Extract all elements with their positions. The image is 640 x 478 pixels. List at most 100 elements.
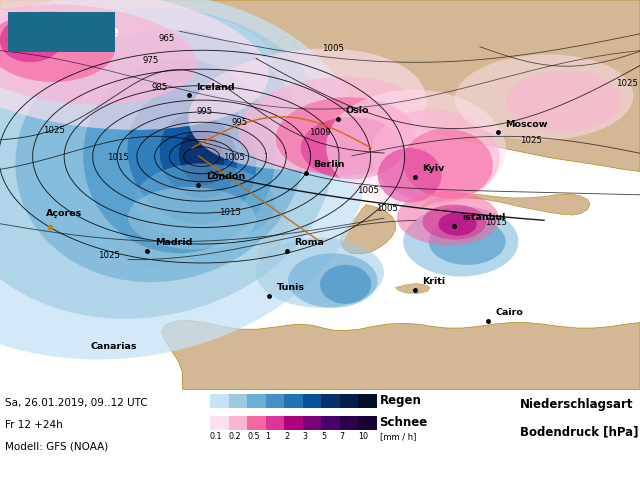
Text: Regen: Regen: [380, 394, 421, 407]
Ellipse shape: [0, 11, 115, 82]
Text: 0.2: 0.2: [228, 432, 241, 441]
Bar: [358, 416, 376, 430]
Ellipse shape: [179, 130, 224, 185]
Ellipse shape: [256, 238, 384, 308]
Bar: [284, 416, 303, 430]
Bar: [339, 416, 358, 430]
Text: 1009: 1009: [309, 128, 331, 137]
Bar: [247, 393, 266, 408]
Ellipse shape: [188, 49, 426, 170]
Bar: [284, 393, 303, 408]
Ellipse shape: [378, 148, 442, 203]
Text: Tunis: Tunis: [276, 283, 305, 292]
Bar: [303, 393, 321, 408]
Ellipse shape: [0, 16, 64, 62]
Text: 1025: 1025: [98, 250, 120, 260]
Ellipse shape: [0, 0, 268, 130]
Text: Iceland: Iceland: [196, 83, 235, 92]
Bar: [321, 393, 339, 408]
Text: Berlin: Berlin: [314, 161, 345, 170]
Polygon shape: [159, 62, 204, 79]
Text: Cairo: Cairo: [495, 308, 524, 317]
Ellipse shape: [15, 30, 305, 282]
Ellipse shape: [438, 212, 477, 236]
Ellipse shape: [301, 117, 403, 179]
Bar: [247, 416, 266, 430]
Ellipse shape: [506, 70, 621, 132]
Text: 1005: 1005: [376, 204, 398, 213]
Text: 1005: 1005: [357, 186, 379, 196]
Ellipse shape: [429, 218, 506, 265]
Text: 1025: 1025: [44, 126, 65, 135]
Text: 965: 965: [158, 34, 175, 43]
Text: 975: 975: [142, 56, 159, 65]
Text: 0.5: 0.5: [247, 432, 260, 441]
FancyBboxPatch shape: [0, 9, 124, 55]
Ellipse shape: [0, 9, 334, 319]
Ellipse shape: [403, 129, 493, 199]
Text: [mm / h]: [mm / h]: [380, 432, 416, 441]
Ellipse shape: [127, 88, 257, 224]
Text: Bodendruck [hPa]: Bodendruck [hPa]: [520, 426, 639, 439]
Text: 1025: 1025: [520, 136, 542, 145]
Text: Açores: Açores: [46, 209, 83, 218]
Text: London: London: [206, 172, 245, 181]
Bar: [303, 416, 321, 430]
Ellipse shape: [454, 54, 634, 141]
Text: 10: 10: [358, 432, 368, 441]
Ellipse shape: [0, 4, 197, 105]
Text: Madrid: Madrid: [155, 239, 192, 248]
Ellipse shape: [371, 109, 499, 203]
Text: 5: 5: [321, 432, 326, 441]
Text: Kriti: Kriti: [422, 277, 445, 286]
Text: 1015: 1015: [108, 153, 129, 162]
Text: 1015: 1015: [485, 217, 507, 227]
Ellipse shape: [0, 0, 367, 359]
Polygon shape: [257, 203, 288, 261]
Bar: [266, 393, 284, 408]
Bar: [266, 416, 284, 430]
Text: 995: 995: [196, 107, 213, 116]
Text: 1: 1: [266, 432, 271, 441]
Polygon shape: [422, 194, 590, 215]
Ellipse shape: [276, 97, 415, 175]
Ellipse shape: [422, 205, 486, 239]
Text: Sa, 26.01.2019, 09..12 UTC: Sa, 26.01.2019, 09..12 UTC: [5, 398, 148, 408]
Text: 1005: 1005: [322, 44, 344, 53]
Ellipse shape: [397, 191, 499, 246]
Text: 3: 3: [303, 432, 307, 441]
Text: Fr 12 +24h: Fr 12 +24h: [5, 420, 63, 430]
Bar: [210, 416, 228, 430]
Ellipse shape: [239, 76, 427, 173]
Text: nline: nline: [78, 24, 119, 40]
Text: Canarias: Canarias: [91, 342, 138, 351]
Bar: [358, 393, 376, 408]
Ellipse shape: [159, 113, 237, 198]
Text: wetter: wetter: [15, 24, 70, 40]
Text: 1015: 1015: [220, 208, 241, 217]
Text: Moscow: Moscow: [506, 120, 548, 129]
Text: 0.1: 0.1: [210, 432, 223, 441]
Ellipse shape: [403, 206, 518, 277]
Bar: [228, 416, 247, 430]
Ellipse shape: [128, 187, 256, 250]
Text: Schnee: Schnee: [380, 416, 428, 429]
Text: 985: 985: [152, 83, 168, 92]
Text: Roma: Roma: [294, 239, 324, 248]
Polygon shape: [340, 205, 396, 254]
Bar: [210, 393, 228, 408]
Text: istanbul: istanbul: [462, 213, 506, 222]
Text: Modell: GFS (NOAA): Modell: GFS (NOAA): [5, 442, 108, 452]
Ellipse shape: [83, 58, 275, 253]
Text: 2: 2: [284, 432, 289, 441]
Text: 7: 7: [339, 432, 344, 441]
Text: 1025: 1025: [616, 79, 638, 88]
Ellipse shape: [320, 265, 371, 304]
Text: 995: 995: [232, 118, 248, 127]
Polygon shape: [161, 320, 640, 390]
Polygon shape: [266, 37, 298, 109]
Text: Niederschlagsart: Niederschlagsart: [520, 398, 634, 411]
Text: 1005: 1005: [223, 153, 244, 162]
Polygon shape: [396, 283, 430, 294]
Bar: [228, 393, 247, 408]
